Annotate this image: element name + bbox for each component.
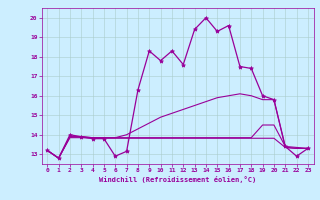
X-axis label: Windchill (Refroidissement éolien,°C): Windchill (Refroidissement éolien,°C) (99, 176, 256, 183)
